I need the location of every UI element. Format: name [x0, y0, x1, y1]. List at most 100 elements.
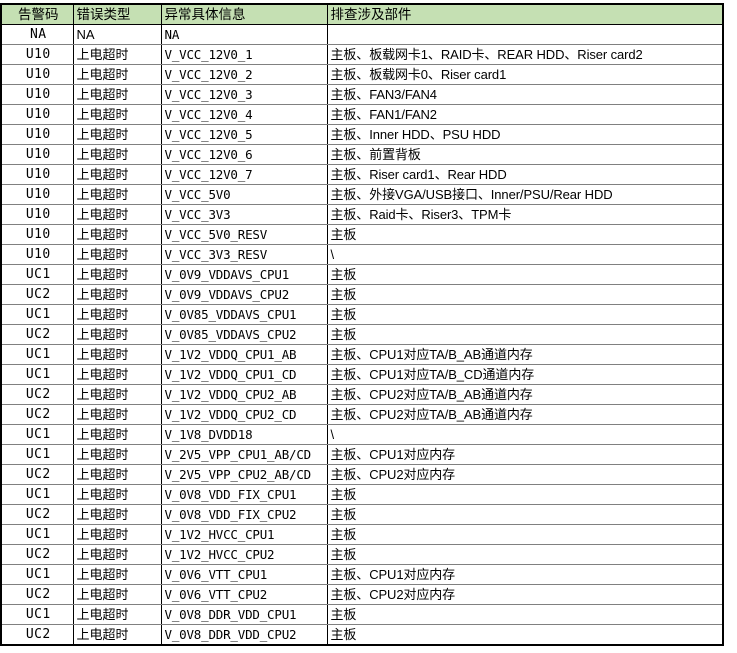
cell-related-parts[interactable]: 主板 [326, 224, 724, 245]
cell-alarm-code[interactable]: U10 [0, 244, 74, 265]
cell-related-parts[interactable]: 主板、CPU2对应内存 [326, 584, 724, 605]
cell-related-parts[interactable]: 主板 [326, 524, 724, 545]
cell-error-type[interactable]: 上电超时 [72, 204, 162, 225]
cell-error-type[interactable]: 上电超时 [72, 284, 162, 305]
cell-alarm-code[interactable]: U10 [0, 144, 74, 165]
cell-related-parts[interactable]: 主板 [326, 484, 724, 505]
cell-error-type[interactable]: 上电超时 [72, 64, 162, 85]
cell-alarm-code[interactable]: UC2 [0, 464, 74, 485]
table-row[interactable]: U10 上电超时 V_VCC_12V0_2 主板、板载网卡0、Riser card1 [0, 64, 724, 85]
table-row[interactable]: UC2 上电超时 V_0V9_VDDAVS_CPU2 主板 [0, 284, 724, 305]
cell-related-parts[interactable]: 主板、Riser card1、Rear HDD [326, 164, 724, 185]
cell-error-type[interactable]: 上电超时 [72, 324, 162, 345]
cell-alarm-code[interactable]: UC1 [0, 364, 74, 385]
table-row[interactable]: UC1 上电超时 V_2V5_VPP_CPU1_AB/CD 主板、CPU1对应内存 [0, 444, 724, 465]
cell-related-parts[interactable]: 主板 [326, 324, 724, 345]
cell-alarm-code[interactable]: UC2 [0, 324, 74, 345]
table-row[interactable]: UC2 上电超时 V_0V6_VTT_CPU2 主板、CPU2对应内存 [0, 584, 724, 605]
table-row[interactable]: U10 上电超时 V_VCC_12V0_5 主板、Inner HDD、PSU HDD [0, 124, 724, 145]
cell-error-type[interactable]: 上电超时 [72, 304, 162, 325]
cell-error-type[interactable]: 上电超时 [72, 44, 162, 65]
cell-related-parts[interactable]: 主板、CPU2对应内存 [326, 464, 724, 485]
cell-error-type[interactable]: 上电超时 [72, 224, 162, 245]
cell-abnormal-detail[interactable]: V_2V5_VPP_CPU2_AB/CD [160, 464, 328, 485]
table-row[interactable]: UC1 上电超时 V_1V8_DVDD18 \ [0, 424, 724, 445]
cell-abnormal-detail[interactable]: V_VCC_5V0_RESV [160, 224, 328, 245]
cell-related-parts[interactable]: \ [326, 244, 724, 265]
table-row[interactable]: UC2 上电超时 V_0V85_VDDAVS_CPU2 主板 [0, 324, 724, 345]
cell-abnormal-detail[interactable]: V_1V2_VDDQ_CPU2_AB [160, 384, 328, 405]
cell-error-type[interactable]: 上电超时 [72, 564, 162, 585]
cell-related-parts[interactable]: 主板、Inner HDD、PSU HDD [326, 124, 724, 145]
cell-error-type[interactable]: 上电超时 [72, 104, 162, 125]
cell-related-parts[interactable]: 主板 [326, 264, 724, 285]
cell-alarm-code[interactable]: UC1 [0, 524, 74, 545]
cell-abnormal-detail[interactable]: V_VCC_3V3_RESV [160, 244, 328, 265]
cell-error-type[interactable]: 上电超时 [72, 124, 162, 145]
cell-abnormal-detail[interactable]: V_VCC_12V0_6 [160, 144, 328, 165]
cell-alarm-code[interactable]: UC2 [0, 584, 74, 605]
cell-alarm-code[interactable]: U10 [0, 184, 74, 205]
cell-error-type[interactable]: 上电超时 [72, 584, 162, 605]
cell-error-type[interactable]: 上电超时 [72, 424, 162, 445]
table-row[interactable]: U10 上电超时 V_VCC_3V3_RESV \ [0, 244, 724, 265]
cell-related-parts[interactable]: 主板、板载网卡0、Riser card1 [326, 64, 724, 85]
cell-error-type[interactable]: 上电超时 [72, 144, 162, 165]
cell-related-parts[interactable]: 主板、CPU1对应TA/B_CD通道内存 [326, 364, 724, 385]
cell-related-parts[interactable]: 主板、Raid卡、Riser3、TPM卡 [326, 204, 724, 225]
table-row[interactable]: UC1 上电超时 V_1V2_VDDQ_CPU1_AB 主板、CPU1对应TA/B_A… [0, 344, 724, 365]
table-row[interactable]: UC1 上电超时 V_0V85_VDDAVS_CPU1 主板 [0, 304, 724, 325]
cell-alarm-code[interactable]: UC2 [0, 384, 74, 405]
cell-abnormal-detail[interactable]: V_VCC_12V0_2 [160, 64, 328, 85]
cell-error-type[interactable]: 上电超时 [72, 84, 162, 105]
cell-related-parts[interactable]: 主板 [326, 284, 724, 305]
cell-error-type[interactable]: 上电超时 [72, 504, 162, 525]
cell-abnormal-detail[interactable]: V_0V9_VDDAVS_CPU1 [160, 264, 328, 285]
cell-abnormal-detail[interactable]: V_VCC_5V0 [160, 184, 328, 205]
cell-related-parts[interactable]: 主板、板载网卡1、RAID卡、REAR HDD、Riser card2 [326, 44, 724, 65]
cell-related-parts[interactable]: 主板 [326, 544, 724, 565]
cell-error-type[interactable]: 上电超时 [72, 344, 162, 365]
cell-related-parts[interactable]: 主板、CPU2对应TA/B_AB通道内存 [326, 384, 724, 405]
cell-related-parts[interactable]: 主板、FAN3/FAN4 [326, 84, 724, 105]
table-row[interactable]: UC1 上电超时 V_0V8_VDD_FIX_CPU1 主板 [0, 484, 724, 505]
cell-abnormal-detail[interactable]: V_VCC_12V0_4 [160, 104, 328, 125]
cell-alarm-code[interactable]: U10 [0, 224, 74, 245]
cell-abnormal-detail[interactable]: V_0V9_VDDAVS_CPU2 [160, 284, 328, 305]
cell-alarm-code[interactable]: UC2 [0, 404, 74, 425]
cell-alarm-code[interactable]: UC1 [0, 564, 74, 585]
cell-abnormal-detail[interactable]: V_1V2_HVCC_CPU2 [160, 544, 328, 565]
cell-error-type[interactable]: 上电超时 [72, 184, 162, 205]
table-row[interactable]: U10 上电超时 V_VCC_3V3 主板、Raid卡、Riser3、TPM卡 [0, 204, 724, 225]
cell-alarm-code[interactable]: U10 [0, 164, 74, 185]
cell-related-parts[interactable]: 主板 [326, 604, 724, 625]
table-row[interactable]: UC1 上电超时 V_0V9_VDDAVS_CPU1 主板 [0, 264, 724, 285]
cell-alarm-code[interactable]: UC1 [0, 424, 74, 445]
cell-alarm-code[interactable]: UC1 [0, 444, 74, 465]
table-row[interactable]: UC2 上电超时 V_1V2_VDDQ_CPU2_AB 主板、CPU2对应TA/B_A… [0, 384, 724, 405]
table-row[interactable]: UC1 上电超时 V_0V8_DDR_VDD_CPU1 主板 [0, 604, 724, 625]
table-row[interactable]: U10 上电超时 V_VCC_12V0_7 主板、Riser card1、Rear H… [0, 164, 724, 185]
cell-related-parts[interactable]: 主板、CPU1对应内存 [326, 444, 724, 465]
cell-abnormal-detail[interactable]: V_1V2_VDDQ_CPU2_CD [160, 404, 328, 425]
cell-error-type[interactable]: 上电超时 [72, 164, 162, 185]
cell-alarm-code[interactable]: UC1 [0, 344, 74, 365]
cell-related-parts[interactable]: 主板 [326, 304, 724, 325]
cell-abnormal-detail[interactable]: V_VCC_3V3 [160, 204, 328, 225]
table-row[interactable]: UC1 上电超时 V_0V6_VTT_CPU1 主板、CPU1对应内存 [0, 564, 724, 585]
cell-abnormal-detail[interactable]: V_1V8_DVDD18 [160, 424, 328, 445]
cell-error-type[interactable]: 上电超时 [72, 444, 162, 465]
cell-abnormal-detail[interactable]: V_VCC_12V0_1 [160, 44, 328, 65]
cell-related-parts[interactable]: 主板、外接VGA/USB接口、Inner/PSU/Rear HDD [326, 184, 724, 205]
cell-abnormal-detail[interactable]: V_1V2_VDDQ_CPU1_CD [160, 364, 328, 385]
cell-error-type[interactable]: 上电超时 [72, 524, 162, 545]
cell-error-type[interactable]: NA [72, 24, 162, 45]
cell-alarm-code[interactable]: U10 [0, 64, 74, 85]
table-row[interactable]: NA NA NA [0, 24, 724, 45]
cell-alarm-code[interactable]: UC1 [0, 264, 74, 285]
cell-error-type[interactable]: 上电超时 [72, 544, 162, 565]
cell-related-parts[interactable]: 主板、CPU2对应TA/B_AB通道内存 [326, 404, 724, 425]
table-row[interactable]: UC2 上电超时 V_0V8_VDD_FIX_CPU2 主板 [0, 504, 724, 525]
cell-alarm-code[interactable]: U10 [0, 104, 74, 125]
cell-related-parts[interactable] [326, 24, 724, 45]
